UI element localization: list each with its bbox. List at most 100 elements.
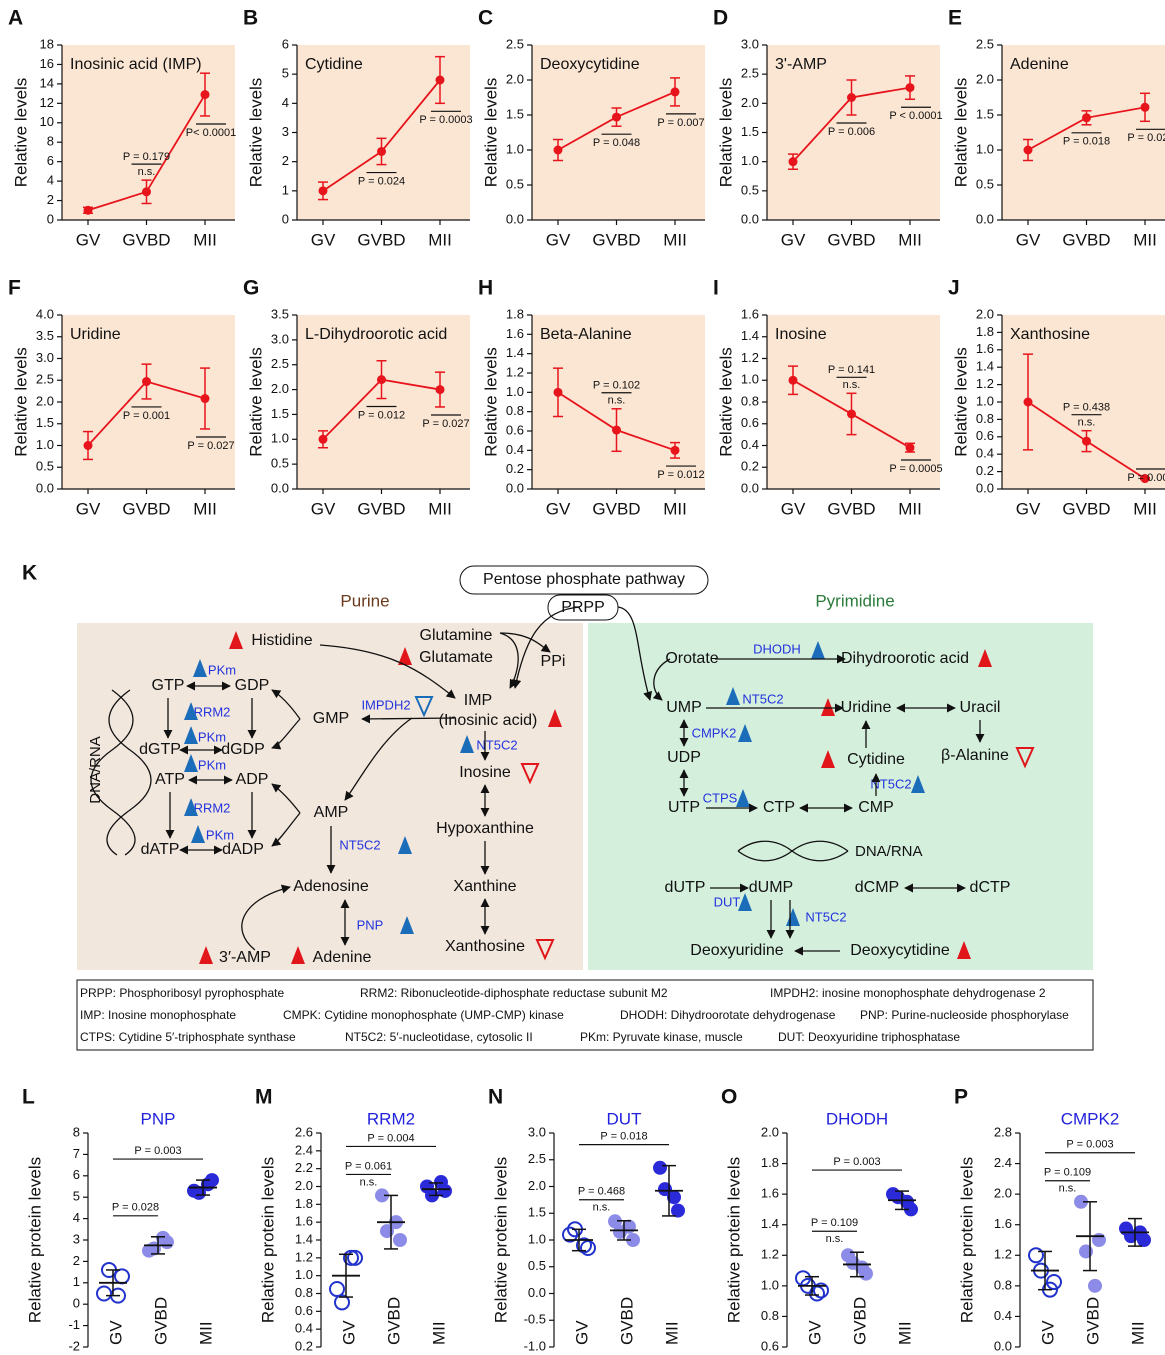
- enzyme: PKm: [208, 662, 236, 677]
- up-triangle: [400, 916, 414, 934]
- abbreviation: CTPS: Cytidine 5′-triphosphate synthase: [80, 1030, 296, 1044]
- y-tick-label: 2.0: [528, 1178, 546, 1193]
- p-value: P = 0.028: [112, 1202, 159, 1214]
- data-point: [1140, 474, 1150, 484]
- y-tick-label: 1.5: [528, 1205, 546, 1220]
- enzyme: DHODH: [753, 641, 801, 656]
- dna-label: DNA/RNA: [855, 843, 923, 860]
- panel-title: Deoxycytidine: [540, 56, 640, 73]
- up-triangle: [821, 698, 835, 716]
- metabolite: Deoxycytidine: [850, 942, 950, 959]
- y-tick-label: 2.4: [994, 1155, 1012, 1170]
- p-value: P = 0.022: [1127, 132, 1165, 144]
- p-value: P = 0.012: [657, 469, 704, 481]
- y-tick-label: 16: [40, 56, 54, 71]
- panel-title: CMPK2: [1061, 1109, 1120, 1128]
- metabolite: ATP: [155, 771, 185, 788]
- p-value: P = 0.0003: [419, 114, 472, 126]
- data-point: [1028, 1247, 1044, 1264]
- ns-label: n.s.: [360, 1176, 378, 1188]
- x-tick-label: GVBD: [827, 230, 875, 249]
- panel-letter: D: [713, 7, 728, 30]
- data-point: [580, 1240, 596, 1257]
- enzyme: NT5C2: [339, 837, 380, 852]
- data-point: [156, 1230, 170, 1245]
- data-point: [96, 1285, 112, 1302]
- enzyme: NT5C2: [805, 909, 846, 924]
- metabolite: 3′-AMP: [219, 949, 271, 966]
- y-tick-label: 1.0: [741, 372, 759, 387]
- y-tick-label: 0.0: [271, 480, 289, 495]
- metabolite: Xanthosine: [445, 938, 525, 955]
- section-title: Purine: [340, 591, 389, 610]
- x-tick-label: GV: [76, 499, 101, 518]
- data-point: [377, 375, 386, 385]
- x-tick-label: GVBD: [357, 230, 405, 249]
- x-tick-label: GV: [1016, 230, 1041, 249]
- y-tick-label: 0.6: [506, 422, 524, 437]
- data-point: [670, 445, 680, 455]
- y-tick-label: 1.8: [506, 306, 524, 321]
- x-tick-label: GVBD: [592, 230, 640, 249]
- y-tick-label: 0.5: [271, 456, 289, 471]
- abbreviation: NT5C2: 5′-nucleotidase, cytosolic II: [345, 1030, 533, 1044]
- ppp-oval: [459, 565, 709, 595]
- p-value: P = 0.141: [828, 364, 875, 376]
- y-tick-label: 2.0: [506, 71, 524, 86]
- abbreviation: PKm: Pyruvate kinase, muscle: [580, 1030, 743, 1044]
- y-tick-label: 5: [282, 66, 289, 81]
- panel-letter: H: [478, 277, 493, 300]
- arrow: [652, 658, 671, 701]
- y-tick-label: 3.5: [36, 328, 54, 343]
- y-tick-label: 1.5: [271, 406, 289, 421]
- data-point: [847, 93, 856, 102]
- x-tick-label: MII: [196, 1321, 215, 1345]
- data-point: [83, 205, 93, 215]
- up-triangle: [548, 709, 562, 727]
- up-triangle: [460, 735, 474, 753]
- y-tick-label: 14: [40, 75, 54, 90]
- y-tick-label: 1.5: [36, 415, 54, 430]
- data-point: [670, 87, 680, 97]
- y-tick-label: 2: [73, 1253, 80, 1268]
- y-tick-label: 2.0: [994, 1186, 1012, 1201]
- p-value: P = 0.018: [1063, 136, 1110, 148]
- abbreviation-box: [76, 979, 1094, 1051]
- y-tick-label: 1.0: [528, 1231, 546, 1246]
- y-tick-label: 0.4: [976, 446, 994, 461]
- p-value: P = 0.004: [367, 1132, 414, 1144]
- up-triangle: [184, 702, 198, 720]
- up-triangle: [911, 775, 925, 793]
- data-point: [612, 112, 621, 122]
- y-tick-label: 1.8: [295, 1196, 313, 1211]
- data-point: [671, 1203, 685, 1218]
- data-point: [1140, 102, 1150, 112]
- y-tick-label: 0.0: [741, 480, 759, 495]
- p-value: P = 0.003: [833, 1156, 880, 1168]
- panel-title: Uridine: [70, 326, 121, 343]
- data-point: [626, 1233, 640, 1247]
- y-tick-label: 0.4: [295, 1321, 313, 1336]
- x-tick-label: GV: [572, 1320, 591, 1345]
- p-value: P = 0.006: [828, 126, 875, 138]
- y-tick-label: 0: [73, 1296, 80, 1311]
- data-point: [1088, 1278, 1102, 1293]
- data-point: [612, 425, 621, 435]
- metabolite: UDP: [667, 749, 701, 766]
- data-point: [200, 90, 210, 100]
- y-tick-label: 0.0: [741, 211, 759, 226]
- panel-letter: M: [255, 1086, 273, 1109]
- y-tick-label: 1.0: [741, 153, 759, 168]
- x-tick-label: MII: [898, 499, 922, 518]
- panel-letter: P: [954, 1086, 968, 1109]
- plot-background: [532, 315, 705, 489]
- p-value: P = 0.007: [657, 117, 704, 129]
- up-triangle: [821, 750, 835, 768]
- arrow: [361, 714, 456, 724]
- enzyme: NT5C2: [476, 737, 517, 752]
- x-tick-label: GV: [781, 499, 806, 518]
- y-axis-label: Relative levels: [11, 347, 30, 457]
- p-value: P = 0.018: [600, 1131, 647, 1143]
- dna-helix: [90, 689, 136, 856]
- purine-box: [77, 623, 583, 970]
